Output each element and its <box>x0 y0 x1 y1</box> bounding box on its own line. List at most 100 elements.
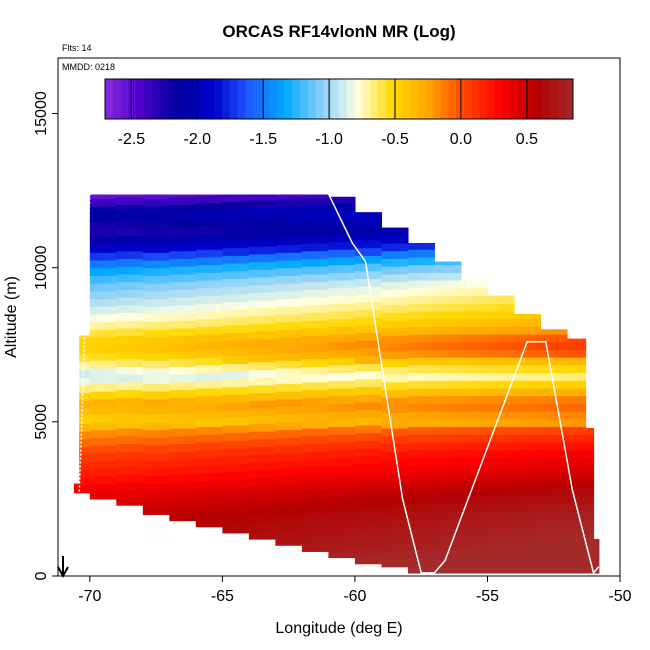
heatmap-cell <box>109 213 117 223</box>
heatmap-cell <box>381 443 389 452</box>
heatmap-cell <box>447 495 455 505</box>
heatmap-cell <box>361 517 369 526</box>
heatmap-cell <box>315 466 323 475</box>
heatmap-cell <box>592 457 595 466</box>
heatmap-cell <box>268 369 276 378</box>
heatmap-cell <box>401 489 409 498</box>
heatmap-cell <box>85 346 91 355</box>
heatmap-cell <box>288 391 296 400</box>
heatmap-cell <box>268 207 276 216</box>
heatmap-cell <box>460 480 469 489</box>
colorbar-segment <box>151 79 161 119</box>
heatmap-cell <box>209 472 217 482</box>
heatmap-cell <box>434 264 442 273</box>
heatmap-cell <box>162 313 170 323</box>
heatmap-cell <box>175 358 184 367</box>
heatmap-cell <box>282 275 290 284</box>
heatmap-cell <box>407 272 416 281</box>
heatmap-cell <box>282 406 290 415</box>
heatmap-cell <box>288 267 296 276</box>
heatmap-cell <box>202 226 210 235</box>
heatmap-cell <box>467 326 475 335</box>
heatmap-cell <box>592 542 595 551</box>
heatmap-cell <box>215 264 223 273</box>
heatmap-cell <box>235 301 243 310</box>
heatmap-cell <box>427 434 436 443</box>
heatmap-cell <box>175 320 184 329</box>
heatmap-cell <box>348 480 356 489</box>
heatmap-cell <box>275 206 283 215</box>
heatmap-cell <box>500 449 508 458</box>
heatmap-cell <box>235 502 243 511</box>
heatmap-cell <box>288 244 296 253</box>
heatmap-cell <box>103 421 111 431</box>
heatmap-cell <box>328 511 336 520</box>
heatmap-cell <box>189 212 197 221</box>
heatmap-cell <box>401 497 409 506</box>
heatmap-cell <box>381 497 389 506</box>
heatmap-cell <box>434 480 442 489</box>
heatmap-cell <box>507 480 515 489</box>
heatmap-cell <box>109 437 117 446</box>
heatmap-cell <box>79 338 87 347</box>
heatmap-cell <box>215 233 223 243</box>
heatmap-cell <box>480 526 489 535</box>
heatmap-cell <box>335 303 343 312</box>
heatmap-cell <box>580 411 587 420</box>
heatmap-cell <box>566 349 575 358</box>
heatmap-cell <box>460 349 469 358</box>
colorbar-segment <box>432 79 441 119</box>
heatmap-cell <box>162 259 170 269</box>
heatmap-cell <box>474 511 482 520</box>
heatmap-cell <box>592 480 595 489</box>
heatmap-cell <box>427 310 436 320</box>
heatmap-cell <box>175 327 184 337</box>
heatmap-cell <box>401 543 409 552</box>
heatmap-cell <box>474 472 482 482</box>
heatmap-cell <box>321 481 329 491</box>
heatmap-cell <box>175 389 184 398</box>
heatmap-cell <box>388 250 396 260</box>
heatmap-cell <box>566 338 575 343</box>
heatmap-cell <box>202 472 210 482</box>
heatmap-cell <box>368 555 376 565</box>
heatmap-cell <box>162 421 170 431</box>
heatmap-cell <box>454 518 462 528</box>
heatmap-cell <box>242 378 250 387</box>
heatmap-cell <box>381 458 389 468</box>
heatmap-cell <box>361 502 369 511</box>
heatmap-cell <box>301 219 310 229</box>
heatmap-cell <box>202 218 210 227</box>
heatmap-cell <box>533 549 542 559</box>
heatmap-cell <box>222 224 230 233</box>
heatmap-cell <box>447 542 455 551</box>
heatmap-cell <box>560 480 568 489</box>
heatmap-cell <box>354 317 363 326</box>
heatmap-cell <box>321 451 329 460</box>
heatmap-cell <box>585 534 593 543</box>
heatmap-cell <box>368 332 376 341</box>
heatmap-cell <box>169 196 177 206</box>
heatmap-cell <box>494 372 502 381</box>
heatmap-cell <box>268 531 276 540</box>
heatmap-cell <box>441 457 449 466</box>
heatmap-cell <box>494 565 502 574</box>
heatmap-cell <box>175 273 184 283</box>
heatmap-cell <box>321 296 329 306</box>
heatmap-cell <box>560 465 568 474</box>
heatmap-cell <box>487 534 495 543</box>
heatmap-cell <box>222 448 230 457</box>
heatmap-cell <box>222 216 230 226</box>
heatmap-cell <box>354 324 363 334</box>
heatmap-cell <box>354 509 363 519</box>
heatmap-cell <box>222 440 230 449</box>
heatmap-cell <box>467 542 475 551</box>
heatmap-cell <box>162 193 170 199</box>
heatmap-cell <box>573 534 581 543</box>
x-tick-label: -60 <box>343 588 366 605</box>
heatmap-cell <box>547 333 555 343</box>
heatmap-cell <box>228 455 237 465</box>
heatmap-cell <box>301 350 310 360</box>
heatmap-cell <box>381 535 389 545</box>
heatmap-cell <box>394 497 402 506</box>
